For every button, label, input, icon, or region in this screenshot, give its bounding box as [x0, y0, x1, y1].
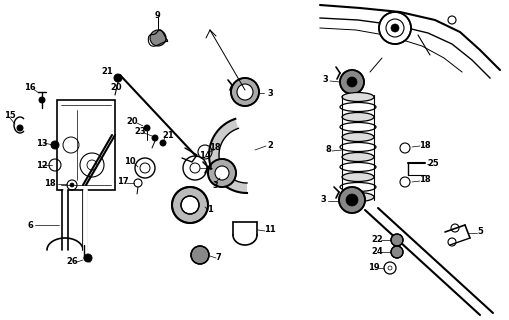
Ellipse shape: [340, 182, 375, 191]
Polygon shape: [209, 119, 246, 193]
Text: 18: 18: [209, 143, 220, 153]
Circle shape: [17, 125, 23, 131]
Text: 21: 21: [162, 131, 174, 140]
Text: 24: 24: [371, 247, 382, 257]
Circle shape: [114, 74, 122, 82]
Ellipse shape: [342, 113, 373, 122]
Ellipse shape: [342, 132, 373, 141]
Circle shape: [340, 70, 363, 94]
Ellipse shape: [340, 102, 375, 111]
Text: 11: 11: [264, 226, 275, 235]
Text: 3: 3: [267, 89, 272, 98]
Text: 21: 21: [101, 68, 112, 76]
Ellipse shape: [340, 163, 375, 172]
Circle shape: [390, 246, 402, 258]
Text: 3: 3: [212, 180, 217, 189]
Ellipse shape: [340, 142, 375, 151]
Text: 18: 18: [418, 175, 430, 185]
Ellipse shape: [342, 172, 373, 181]
Circle shape: [237, 84, 252, 100]
Text: 25: 25: [427, 158, 438, 167]
Circle shape: [390, 24, 398, 32]
Text: 18: 18: [418, 140, 430, 149]
Circle shape: [160, 140, 165, 146]
Circle shape: [231, 78, 259, 106]
Text: 23: 23: [134, 127, 146, 137]
Circle shape: [191, 246, 209, 264]
Circle shape: [345, 194, 357, 206]
Text: 17: 17: [117, 178, 129, 187]
Text: 26: 26: [66, 258, 78, 267]
Text: 13: 13: [36, 139, 48, 148]
Text: 9: 9: [155, 11, 160, 20]
Text: 5: 5: [476, 228, 482, 236]
Circle shape: [152, 135, 158, 141]
Ellipse shape: [342, 92, 373, 101]
Circle shape: [150, 30, 165, 46]
Text: 20: 20: [126, 117, 137, 126]
Text: 22: 22: [371, 236, 382, 244]
Text: 7: 7: [215, 253, 220, 262]
Circle shape: [144, 125, 150, 131]
Text: 8: 8: [325, 146, 330, 155]
Bar: [57, 100, 115, 190]
Text: 18: 18: [44, 179, 55, 188]
Text: 20: 20: [110, 84, 122, 92]
Text: 3: 3: [320, 196, 325, 204]
Text: 16: 16: [24, 84, 36, 92]
Text: 12: 12: [36, 161, 48, 170]
Circle shape: [338, 187, 364, 213]
Text: 3: 3: [322, 76, 327, 84]
Circle shape: [70, 183, 74, 187]
Circle shape: [181, 196, 199, 214]
Ellipse shape: [340, 123, 375, 132]
Circle shape: [84, 254, 92, 262]
Text: 15: 15: [4, 111, 16, 121]
Circle shape: [378, 12, 410, 44]
Text: 10: 10: [124, 157, 135, 166]
Text: 6: 6: [27, 220, 33, 229]
Text: 4: 4: [207, 164, 213, 172]
Circle shape: [346, 77, 356, 87]
Text: 19: 19: [367, 263, 379, 273]
Circle shape: [208, 159, 236, 187]
Circle shape: [390, 234, 402, 246]
Circle shape: [51, 141, 59, 149]
Circle shape: [172, 187, 208, 223]
Ellipse shape: [342, 153, 373, 162]
Text: 14: 14: [199, 150, 210, 159]
Text: 2: 2: [267, 140, 272, 149]
Circle shape: [39, 97, 45, 103]
Text: 1: 1: [207, 205, 213, 214]
Ellipse shape: [342, 193, 373, 202]
Circle shape: [215, 166, 229, 180]
